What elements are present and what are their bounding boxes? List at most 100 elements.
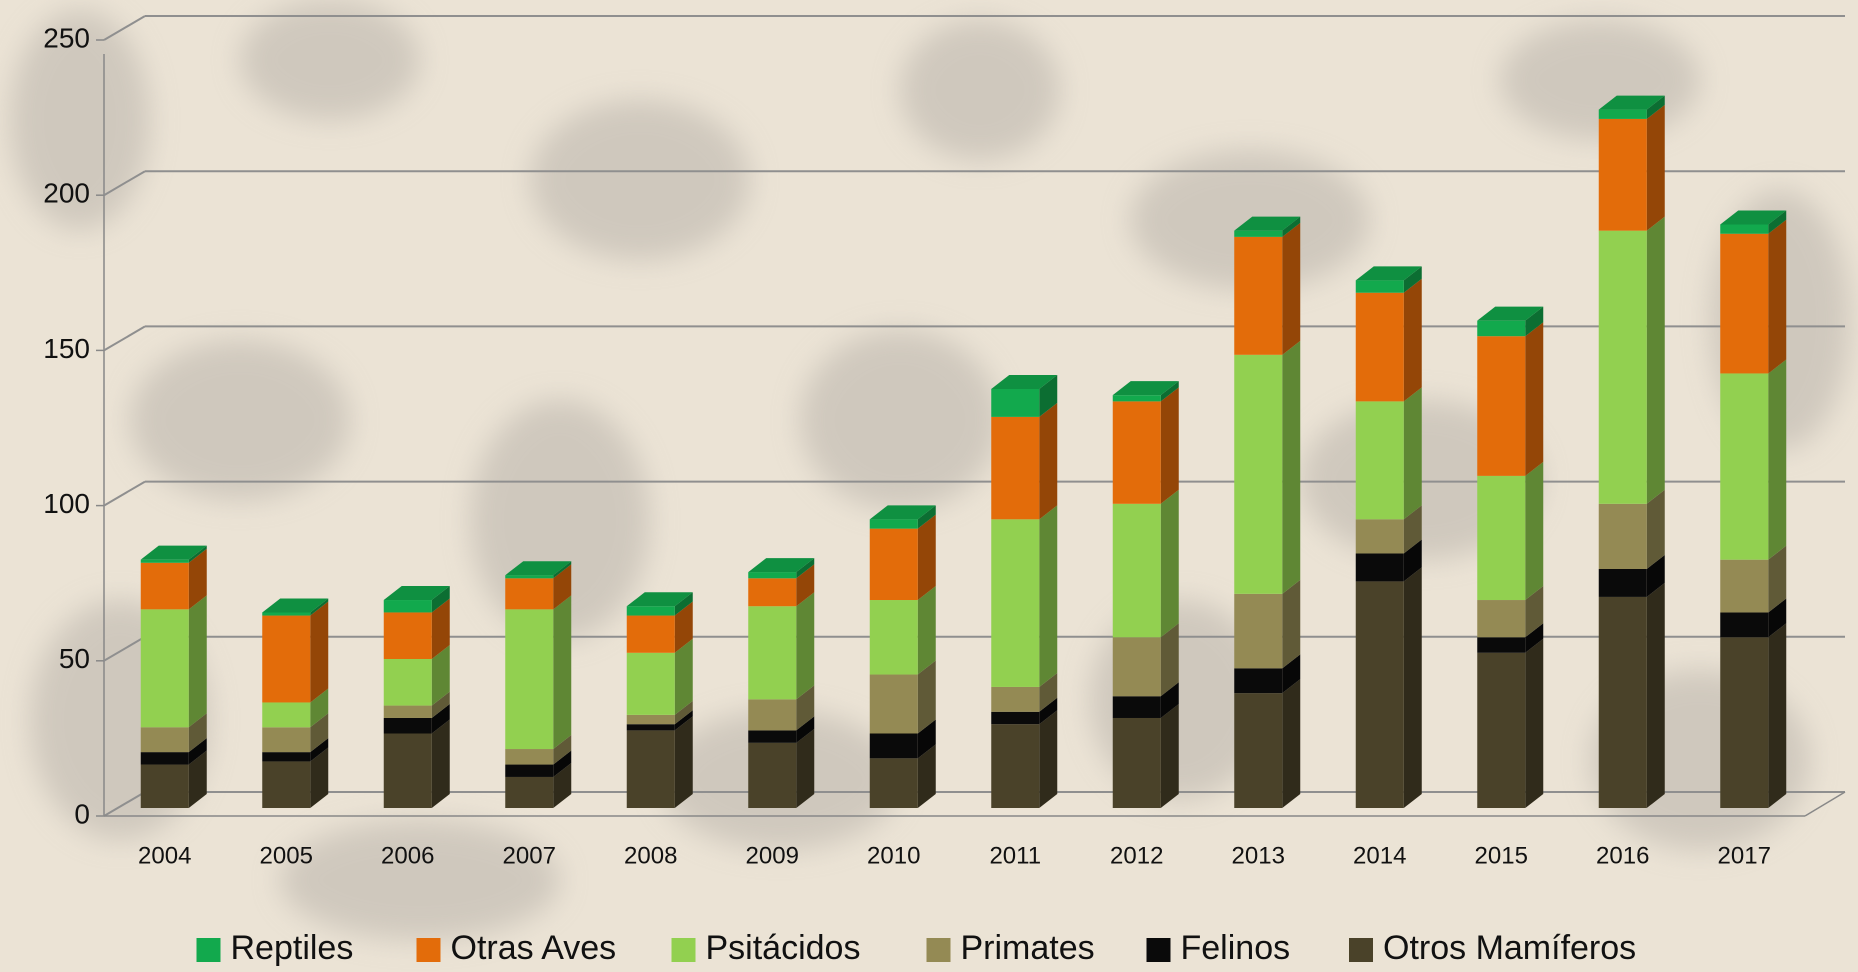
bar <box>141 752 189 764</box>
bar-side <box>1161 704 1179 808</box>
bar <box>384 659 432 706</box>
bar-side <box>1161 490 1179 637</box>
bar <box>627 606 675 615</box>
bar <box>384 718 432 734</box>
bar-side <box>796 592 814 699</box>
bar <box>748 606 796 699</box>
bar <box>505 578 553 609</box>
bar <box>141 609 189 727</box>
bar <box>1113 504 1161 637</box>
bar <box>991 712 1039 724</box>
y-tick-label: 250 <box>43 22 90 53</box>
bar <box>1113 696 1161 718</box>
bar <box>1477 653 1525 808</box>
legend-swatch <box>1349 938 1373 962</box>
bar-side <box>1525 462 1543 600</box>
bar <box>1720 560 1768 613</box>
bar <box>1356 553 1404 581</box>
x-tick-label: 2009 <box>746 842 799 869</box>
legend-label: Otras Aves <box>451 929 617 967</box>
bar <box>991 687 1039 712</box>
bar-side <box>1404 279 1422 402</box>
bar-side <box>553 595 571 749</box>
bar-side <box>918 515 936 600</box>
x-tick-label: 2010 <box>867 842 920 869</box>
y-tick-label: 100 <box>43 488 90 519</box>
bar-side <box>1282 679 1300 808</box>
bar <box>627 616 675 653</box>
x-tick-label: 2008 <box>624 842 677 869</box>
x-tick-label: 2016 <box>1596 842 1649 869</box>
bar <box>748 578 796 606</box>
x-tick-label: 2011 <box>989 842 1041 869</box>
y-tick-label: 200 <box>43 178 90 209</box>
bar <box>748 743 796 808</box>
legend-label: Felinos <box>1181 929 1291 967</box>
bar <box>1356 293 1404 402</box>
bar <box>1599 110 1647 119</box>
bar <box>1234 355 1282 594</box>
bar <box>1477 336 1525 476</box>
bar <box>1477 600 1525 637</box>
y-tick-label: 0 <box>74 798 90 829</box>
bar <box>991 417 1039 519</box>
bar-side <box>432 720 450 808</box>
legend-swatch <box>197 938 221 962</box>
bar <box>384 706 432 718</box>
bar <box>627 715 675 724</box>
bar-side <box>1282 341 1300 594</box>
bar-side <box>1768 623 1786 808</box>
bar-side <box>1647 105 1665 231</box>
bar-side <box>918 586 936 674</box>
bar <box>1234 237 1282 355</box>
bar <box>262 752 310 761</box>
bar <box>1234 594 1282 668</box>
legend-label: Primates <box>961 929 1095 967</box>
y-tick-label: 150 <box>43 333 90 364</box>
bar <box>1356 519 1404 553</box>
bar <box>1113 718 1161 808</box>
bar-side <box>1161 387 1179 503</box>
bar <box>870 600 918 674</box>
bar-side <box>1768 359 1786 559</box>
x-tick-label: 2017 <box>1718 842 1771 869</box>
x-tick-label: 2004 <box>138 842 191 869</box>
bar-side <box>1404 387 1422 519</box>
bar <box>1356 280 1404 292</box>
bar <box>141 727 189 752</box>
bar-side <box>1039 403 1057 519</box>
bar <box>262 761 310 808</box>
bar-side <box>675 716 693 808</box>
bar-side <box>1039 505 1057 687</box>
bar <box>870 758 918 808</box>
bar-side <box>310 602 328 703</box>
bar <box>1720 612 1768 637</box>
bar <box>1356 581 1404 808</box>
bar-side <box>189 595 207 727</box>
bar-side <box>1647 217 1665 504</box>
bar <box>505 609 553 749</box>
bar <box>505 749 553 765</box>
x-tick-label: 2006 <box>381 842 434 869</box>
bar <box>1720 234 1768 374</box>
bar <box>870 519 918 528</box>
bar <box>1234 668 1282 693</box>
bar <box>1599 119 1647 231</box>
bar <box>505 777 553 808</box>
bar <box>141 563 189 610</box>
bar <box>1599 504 1647 569</box>
bar <box>141 765 189 808</box>
bar <box>1477 637 1525 653</box>
legend-label: Otros Mamíferos <box>1383 929 1636 967</box>
legend-swatch <box>417 938 441 962</box>
legend-label: Reptiles <box>231 929 354 967</box>
x-tick-label: 2015 <box>1475 842 1528 869</box>
bar-side <box>1039 710 1057 808</box>
bar <box>627 730 675 808</box>
bar <box>1234 693 1282 808</box>
bar-side <box>1282 223 1300 355</box>
bar <box>627 724 675 730</box>
bar <box>262 612 310 615</box>
bar <box>991 724 1039 808</box>
bar <box>991 389 1039 417</box>
